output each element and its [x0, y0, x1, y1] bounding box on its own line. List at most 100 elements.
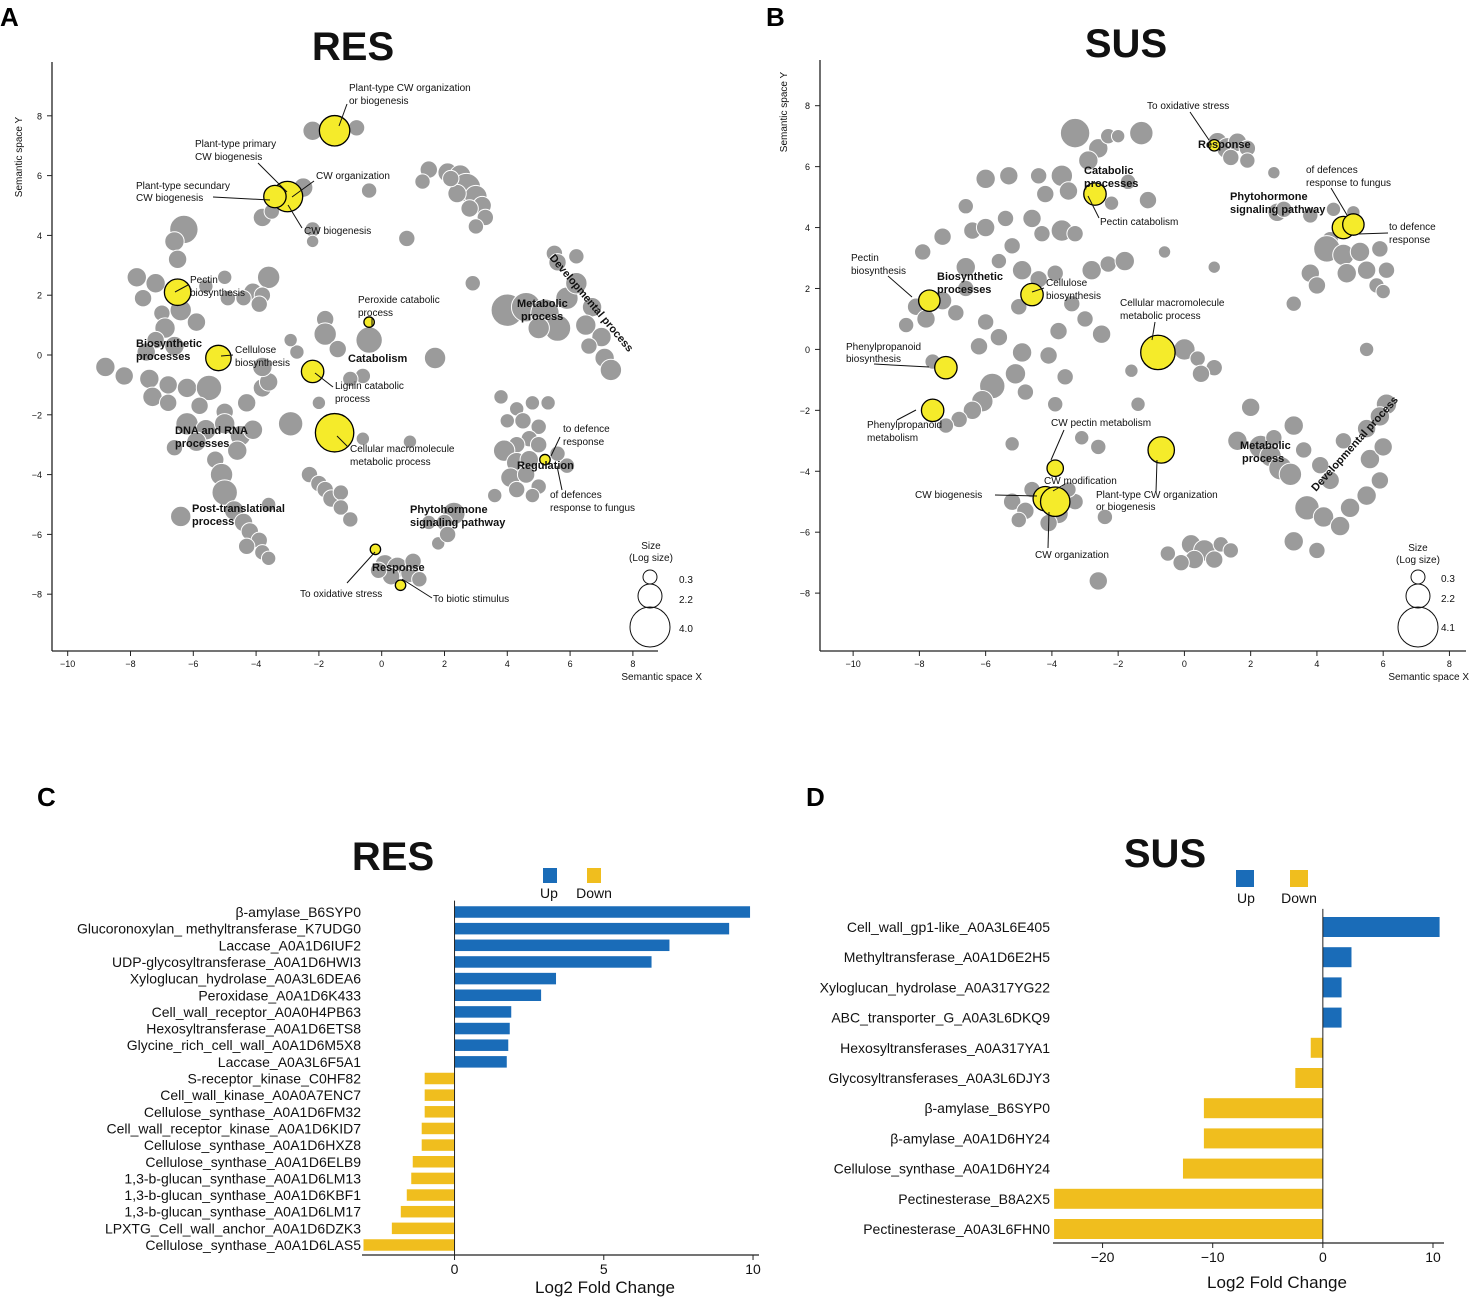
panel-b: SUS −10 −8 −6 −4 −2 0 2 4 6 8 −8 −6 −4 −2 0 2 4 6 8 Semant… [779, 22, 1469, 683]
go-term-point [260, 550, 277, 567]
go-term-point [1373, 437, 1393, 457]
x-tick-label: −6 [981, 659, 991, 669]
bar-category-label: Pectinesterase_A0A3L6FHN0 [863, 1221, 1050, 1237]
fold-change-bar [421, 1122, 455, 1135]
go-term-point [145, 273, 166, 294]
go-term-point [1325, 201, 1342, 217]
annotation: To oxidative stress [1147, 101, 1229, 112]
go-term-point [342, 511, 359, 528]
go-term-point [514, 412, 532, 430]
bar-category-label: β-amylase_B6SYP0 [235, 904, 361, 920]
go-term-point [1138, 190, 1158, 210]
y-tick-label: −6 [800, 528, 810, 538]
fold-change-bar [424, 1072, 455, 1085]
go-term-point [252, 356, 273, 378]
go-term-point [1010, 298, 1028, 316]
go-term-point [411, 571, 428, 588]
go-term-point [989, 328, 1009, 347]
annotation: biosynthesis [846, 354, 901, 365]
bar-category-label: Cell_wall_gp1-like_A0A3L6E405 [847, 919, 1050, 935]
highlighted-go-term-point [263, 184, 287, 209]
go-term-point [1189, 350, 1206, 367]
panel-b-title: SUS [1085, 22, 1167, 66]
go-term-point [328, 339, 347, 359]
bar-category-label: Cell_wall_receptor_kinase_A0A1D6KID7 [107, 1120, 362, 1136]
go-term-point [1022, 208, 1042, 229]
group-label: Metabolic [1240, 440, 1291, 452]
go-term-point [1285, 295, 1302, 312]
annotation: Cellular macromolecule [350, 444, 455, 455]
fold-change-bar [1054, 1188, 1323, 1209]
annotation: response [563, 437, 605, 448]
size-legend-label: 0.3 [679, 575, 693, 586]
go-term-point [499, 413, 515, 429]
go-term-point [1370, 471, 1390, 490]
annotation: Pectin [851, 253, 879, 264]
y-tick-label: 6 [37, 171, 42, 181]
bar-category-label: Glycosyltransferases_A0A3L6DJY3 [828, 1070, 1050, 1086]
go-term-point [283, 332, 298, 348]
go-term-point [190, 396, 209, 416]
fold-change-bar [454, 972, 557, 985]
bar-category-label: S-receptor_kinase_C0HF82 [187, 1071, 361, 1087]
go-term-point [355, 326, 383, 354]
go-term-point [937, 417, 955, 434]
go-term-point [1096, 508, 1114, 526]
go-term-point [957, 198, 974, 215]
fold-change-bar [1322, 977, 1342, 998]
y-tick-label: −2 [800, 406, 810, 416]
fold-change-bar [424, 1106, 455, 1118]
go-term-point [1058, 181, 1079, 201]
annotation: biosynthesis [851, 266, 906, 277]
panel-b-ticks: −10 −8 −6 −4 −2 0 2 4 6 8 −8 −6 −4 −2 0 2 4 6 8 [800, 101, 1452, 669]
group-label: Catabolic [1084, 165, 1134, 177]
bar-category-label: Laccase_A0A1D6IUF2 [219, 937, 362, 953]
x-tick-label: 8 [630, 659, 635, 669]
go-term-point [1265, 429, 1283, 447]
go-term-point [467, 218, 485, 235]
fold-change-bar [1310, 1037, 1323, 1058]
go-term-point [1114, 250, 1135, 272]
go-term-point [1356, 418, 1377, 439]
go-term-point [237, 537, 256, 556]
panel-a-y-label: Semantic space Y [14, 116, 25, 197]
group-label: processes [175, 438, 229, 450]
go-term-point [1124, 363, 1139, 378]
y-tick-label: −2 [32, 410, 42, 420]
legend-down-swatch [1290, 870, 1308, 887]
go-term-point [402, 434, 418, 449]
highlighted-go-term-point [205, 344, 232, 372]
go-term-point [464, 275, 481, 292]
go-term-point [313, 322, 337, 346]
panel-a-leader-lines [174, 103, 563, 599]
go-term-point [1191, 364, 1211, 383]
bar-category-label: β-amylase_A0A1D6HY24 [890, 1130, 1050, 1146]
highlighted-go-term-point [1046, 459, 1065, 478]
go-term-point [540, 395, 556, 411]
highlighted-go-term-point [300, 359, 325, 384]
bar-category-label: Xyloglucan_hydrolase_A0A317YG22 [820, 979, 1051, 995]
fold-change-bar [1322, 917, 1440, 937]
annotation: Peroxide catabolic [358, 295, 440, 306]
go-term-point [1010, 511, 1027, 529]
go-term-point [1004, 363, 1027, 385]
annotation: CW biogenesis [915, 490, 982, 501]
annotation: or biogenesis [1096, 502, 1155, 513]
legend-up-label: Up [1237, 890, 1255, 906]
y-tick-label: 4 [37, 231, 42, 241]
annotation: Plant-type primary [195, 139, 276, 150]
go-term-point [438, 525, 457, 544]
x-tick-label: 4 [505, 659, 510, 669]
go-term-point [1029, 167, 1048, 185]
go-term-point [524, 487, 541, 504]
go-term-point [1076, 310, 1094, 328]
x-tick-label: −6 [188, 659, 198, 669]
x-tick-label: −4 [251, 659, 261, 669]
y-tick-label: 2 [37, 291, 42, 301]
group-label: signaling pathway [410, 517, 506, 529]
go-term-point [1078, 150, 1099, 171]
panel-a-annotations: Plant-type CW organization or biogenesis… [136, 83, 635, 605]
go-term-point [242, 419, 264, 440]
annotation: metabolism [867, 433, 918, 444]
